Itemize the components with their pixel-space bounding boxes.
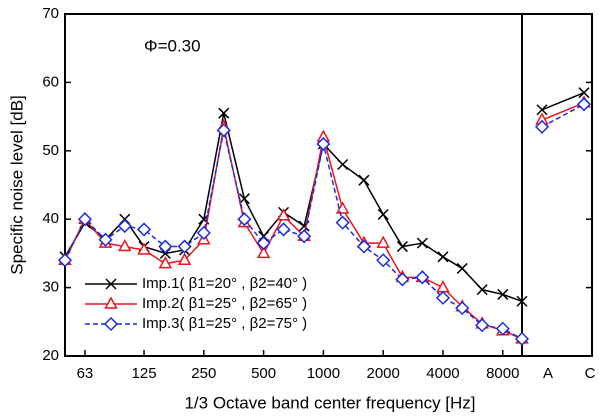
marker [578, 87, 590, 99]
marker [137, 242, 151, 255]
y-tick-label: 50 [42, 142, 59, 159]
marker [396, 241, 408, 253]
marker [475, 318, 490, 333]
marker [158, 239, 173, 254]
marker [415, 270, 430, 285]
marker [337, 158, 349, 171]
marker [534, 119, 550, 134]
y-tick-label: 70 [42, 5, 59, 22]
x-axis-label: 1/3 Octave band center frequency [Hz] [184, 393, 475, 412]
marker [104, 296, 118, 309]
marker [216, 123, 231, 138]
legend-label: Imp.2( β1=25° , β2=65° ) [142, 295, 307, 312]
marker [158, 256, 173, 269]
x-tick-label: 63 [77, 365, 94, 382]
marker [335, 215, 350, 230]
x-tick-label: 500 [251, 365, 276, 382]
marker [514, 331, 530, 346]
marker [335, 201, 350, 214]
x-tick-label: 250 [191, 365, 216, 382]
marker [297, 229, 312, 244]
marker [495, 321, 510, 336]
marker [117, 218, 132, 234]
marker [256, 245, 271, 259]
plot-frame [521, 13, 593, 357]
marker [455, 301, 470, 316]
marker [237, 212, 252, 227]
marker [118, 239, 132, 252]
marker [177, 252, 192, 265]
x-tick-label: 2000 [366, 365, 399, 382]
legend-label: Imp.1( β1=20° , β2=40° ) [142, 275, 307, 292]
marker [256, 236, 271, 251]
series-line [541, 91, 585, 111]
x-tick-label: 1000 [307, 365, 340, 382]
marker [436, 280, 450, 293]
marker [516, 295, 528, 307]
marker [196, 225, 211, 240]
series-line [541, 102, 585, 121]
marker [416, 237, 428, 249]
y-tick-label: 20 [42, 347, 59, 364]
x-tick-label: C [585, 365, 596, 382]
marker [576, 97, 592, 112]
marker [103, 316, 119, 332]
marker [376, 253, 391, 268]
marker [395, 272, 410, 287]
marker [356, 239, 371, 254]
marker [177, 239, 192, 254]
marker [476, 284, 488, 296]
marker [238, 193, 250, 205]
y-tick-label: 30 [42, 279, 59, 296]
y-tick-label: 40 [42, 210, 59, 227]
marker [377, 208, 389, 220]
x-tick-label: 125 [132, 365, 157, 382]
marker [218, 107, 230, 119]
marker [136, 222, 152, 237]
marker [358, 174, 370, 186]
marker [276, 222, 291, 237]
marker [497, 288, 509, 300]
marker [57, 253, 73, 268]
marker [77, 212, 92, 227]
marker [105, 278, 117, 290]
x-tick-label: 4000 [426, 365, 459, 382]
series-line [64, 113, 523, 302]
x-tick-label: A [543, 365, 553, 382]
x-tick-label: 8000 [486, 365, 519, 382]
y-axis-label: Specific noise level [dB] [7, 95, 26, 275]
marker [316, 136, 331, 152]
marker [435, 290, 451, 305]
marker [437, 251, 449, 263]
y-tick-label: 60 [42, 73, 59, 90]
annotation: Φ=0.30 [144, 36, 201, 55]
marker [376, 235, 390, 248]
marker [276, 208, 291, 221]
legend-label: Imp.3( β1=25° , β2=75° ) [142, 315, 307, 332]
marker [456, 262, 468, 274]
marker [98, 232, 113, 247]
marker [536, 104, 548, 116]
